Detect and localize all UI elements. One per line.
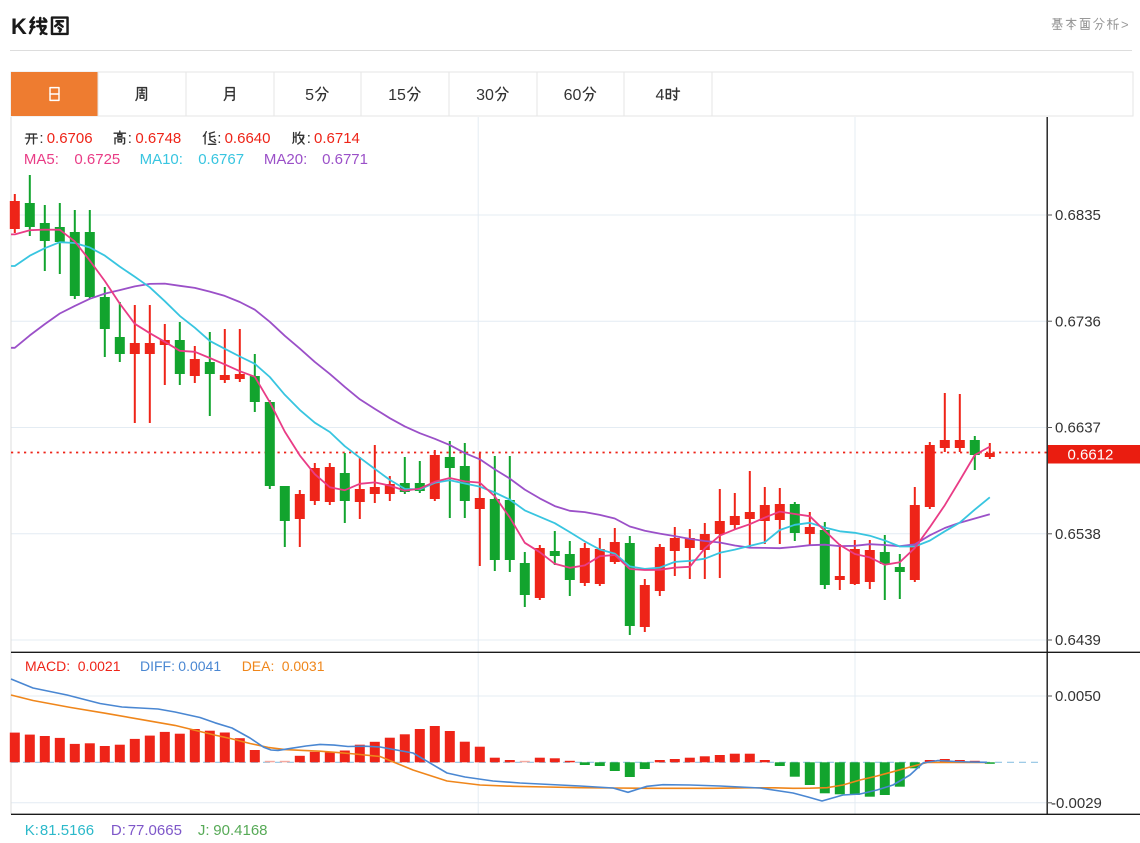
svg-text::: : — [307, 130, 311, 147]
svg-text:0.6714: 0.6714 — [314, 130, 360, 147]
svg-text:-0.0029: -0.0029 — [1051, 795, 1102, 812]
svg-text:0.6637: 0.6637 — [1055, 420, 1101, 437]
svg-text:0.0021: 0.0021 — [78, 658, 121, 674]
svg-text:15: 15 — [388, 87, 406, 104]
svg-text:0.0041: 0.0041 — [178, 658, 221, 674]
svg-text:0.0050: 0.0050 — [1055, 688, 1101, 705]
svg-text:K: K — [11, 14, 27, 39]
svg-text:K:: K: — [25, 822, 39, 838]
svg-text:MACD:: MACD: — [25, 658, 70, 674]
svg-text:J:: J: — [198, 822, 210, 838]
svg-text:0.6736: 0.6736 — [1055, 313, 1101, 330]
svg-text:DIFF:: DIFF: — [140, 658, 175, 674]
svg-text:77.0665: 77.0665 — [128, 822, 182, 838]
svg-text:0.6538: 0.6538 — [1055, 526, 1101, 543]
svg-text:4: 4 — [656, 87, 665, 104]
svg-text:DEA:: DEA: — [242, 658, 275, 674]
svg-text:0.0031: 0.0031 — [282, 658, 325, 674]
svg-text:30: 30 — [476, 87, 494, 104]
svg-text:5: 5 — [305, 87, 314, 104]
svg-text:D:: D: — [111, 822, 126, 838]
svg-text:0.6640: 0.6640 — [225, 130, 271, 147]
svg-text:90.4168: 90.4168 — [213, 822, 267, 838]
svg-text:0.6767: 0.6767 — [198, 151, 244, 168]
svg-text:>: > — [1121, 17, 1129, 32]
svg-text:MA20:: MA20: — [264, 151, 307, 168]
svg-text:MA10:: MA10: — [140, 151, 183, 168]
svg-text:0.6835: 0.6835 — [1055, 207, 1101, 224]
svg-text:0.6706: 0.6706 — [47, 130, 93, 147]
svg-text:MA5:: MA5: — [24, 151, 59, 168]
svg-text::: : — [128, 130, 132, 147]
svg-text:0.6748: 0.6748 — [135, 130, 181, 147]
svg-text::: : — [217, 130, 221, 147]
svg-text::: : — [39, 130, 43, 147]
svg-text:0.6439: 0.6439 — [1055, 632, 1101, 649]
svg-text:60: 60 — [564, 87, 582, 104]
svg-text:0.6725: 0.6725 — [74, 151, 120, 168]
svg-text:0.6612: 0.6612 — [1068, 447, 1114, 464]
svg-text:0.6771: 0.6771 — [322, 151, 368, 168]
svg-text:81.5166: 81.5166 — [40, 822, 94, 838]
